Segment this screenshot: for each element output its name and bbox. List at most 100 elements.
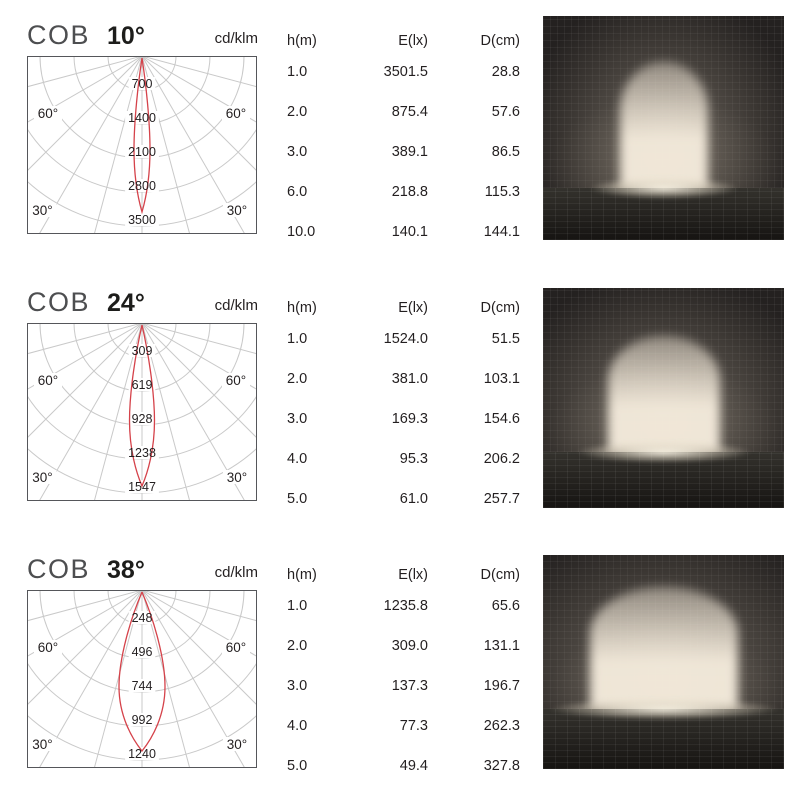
polar-frame xyxy=(27,56,257,234)
angle-label-backing xyxy=(223,737,251,751)
photometric-table: h(m) E(lx) D(cm) 1.0 3501.5 28.8 2.0 875.4 57… xyxy=(280,0,520,250)
table-cell: 3.0 xyxy=(287,678,308,694)
table-row: 3.0 137.3 196.7 xyxy=(280,676,520,696)
angle-label-backing xyxy=(223,470,251,484)
angle-label-backing xyxy=(28,737,57,751)
col-header-illuminance: E(lx) xyxy=(398,300,428,316)
table-cell: 381.0 xyxy=(391,371,428,387)
unit-label: cd/klm xyxy=(214,297,258,314)
table-cell: 389.1 xyxy=(391,144,428,160)
table-cell: 262.3 xyxy=(483,718,520,734)
angle-label: 30° xyxy=(227,470,247,485)
angle-label-backing xyxy=(34,106,62,120)
polar-radial-line xyxy=(27,590,143,706)
ring-label: 992 xyxy=(132,713,153,727)
table-cell: 169.3 xyxy=(391,411,428,427)
ring-label: 1238 xyxy=(128,446,156,460)
polar-radial-line xyxy=(27,56,143,88)
polar-radial-line xyxy=(27,323,143,390)
polar-radial-line xyxy=(141,56,257,123)
angle-label: 30° xyxy=(32,737,52,752)
polar-frame xyxy=(27,323,257,501)
polar-radial-line xyxy=(141,56,257,172)
table-row: 3.0 169.3 154.6 xyxy=(280,409,520,429)
ring-label-backing xyxy=(125,213,159,226)
col-header-height: h(m) xyxy=(287,300,317,316)
beam-photo xyxy=(543,555,784,769)
polar-radial-line xyxy=(141,56,191,234)
beam-angle-label: 38° xyxy=(107,556,145,584)
polar-radial-line xyxy=(141,590,257,657)
polar-radial-line xyxy=(141,56,246,234)
ring-label-backing xyxy=(125,111,159,124)
photometric-table: h(m) E(lx) D(cm) 1.0 1235.8 65.6 2.0 309.0 13… xyxy=(280,534,520,784)
table-cell: 5.0 xyxy=(287,758,308,774)
table-row: 1.0 3501.5 28.8 xyxy=(280,62,520,82)
ring-label: 928 xyxy=(132,412,153,426)
table-row: 1.0 1235.8 65.6 xyxy=(280,596,520,616)
col-header-height: h(m) xyxy=(287,567,317,583)
section-title: COB 24° cd/klm xyxy=(27,287,258,317)
cob-section-24deg: COB 24° cd/klm 309 619 928 1238 1547 60° 60° 30°… xyxy=(0,267,789,535)
table-cell: 65.6 xyxy=(491,598,520,614)
polar-radial-line xyxy=(141,590,246,768)
ring-label: 2100 xyxy=(128,145,156,159)
table-cell: 309.0 xyxy=(391,638,428,654)
table-cell: 1524.0 xyxy=(383,331,428,347)
beam-angle-label: 24° xyxy=(107,289,145,317)
table-cell: 4.0 xyxy=(287,718,308,734)
cob-section-38deg: COB 38° cd/klm 248 496 744 992 1240 60° 60° 30° 3… xyxy=(0,534,789,802)
polar-radial-line xyxy=(27,590,143,657)
ring-label: 700 xyxy=(132,77,153,91)
section-title: COB 38° cd/klm xyxy=(27,554,258,584)
ring-label: 1400 xyxy=(128,111,156,125)
ring-label: 1240 xyxy=(128,747,156,761)
angle-label: 30° xyxy=(32,203,52,218)
unit-label: cd/klm xyxy=(214,564,258,581)
table-cell: 2.0 xyxy=(287,371,308,387)
ring-label-backing xyxy=(125,179,159,192)
col-header-diameter: D(cm) xyxy=(480,300,520,316)
polar-radial-line xyxy=(141,590,191,768)
angle-label-backing xyxy=(222,640,250,654)
table-cell: 3.0 xyxy=(287,144,308,160)
table-cell: 3.0 xyxy=(287,411,308,427)
col-header-diameter: D(cm) xyxy=(480,567,520,583)
table-cell: 1.0 xyxy=(287,598,308,614)
col-header-illuminance: E(lx) xyxy=(398,33,428,49)
table-cell: 2.0 xyxy=(287,638,308,654)
table-cell: 206.2 xyxy=(483,451,520,467)
photo-beam-core xyxy=(619,62,708,188)
table-header-row: h(m) E(lx) D(cm) xyxy=(280,565,520,585)
angle-label-backing xyxy=(28,203,57,217)
ring-label-backing xyxy=(128,679,156,692)
polar-radial-line xyxy=(27,323,143,355)
table-cell: 154.6 xyxy=(483,411,520,427)
table-header-row: h(m) E(lx) D(cm) xyxy=(280,31,520,51)
unit-label: cd/klm xyxy=(214,30,258,47)
table-row: 1.0 1524.0 51.5 xyxy=(280,329,520,349)
polar-radial-line xyxy=(141,323,257,439)
polar-radial-line xyxy=(27,590,143,622)
ring-label-backing xyxy=(128,713,156,726)
table-row: 2.0 381.0 103.1 xyxy=(280,369,520,389)
polar-intensity-chart: 700 1400 2100 2800 3500 60° 60° 30° 30° xyxy=(27,56,257,234)
photo-beam-core xyxy=(589,587,738,709)
ring-label: 248 xyxy=(132,611,153,625)
beam-photo xyxy=(543,16,784,240)
beam-photo xyxy=(543,288,784,508)
ring-label-backing xyxy=(128,378,156,391)
polar-frame xyxy=(27,590,257,768)
angle-label-backing xyxy=(222,106,250,120)
polar-radial-line xyxy=(27,56,143,123)
table-cell: 140.1 xyxy=(391,224,428,240)
product-series-label: COB xyxy=(27,20,91,50)
beam-intensity-curve xyxy=(118,591,166,753)
col-header-illuminance: E(lx) xyxy=(398,567,428,583)
cob-section-10deg: COB 10° cd/klm 700 1400 2100 2800 3500 60° 60° 3… xyxy=(0,0,789,268)
beam-angle-label: 10° xyxy=(107,22,145,50)
table-cell: 57.6 xyxy=(491,104,520,120)
col-header-height: h(m) xyxy=(287,33,317,49)
table-cell: 49.4 xyxy=(399,758,428,774)
table-cell: 144.1 xyxy=(483,224,520,240)
